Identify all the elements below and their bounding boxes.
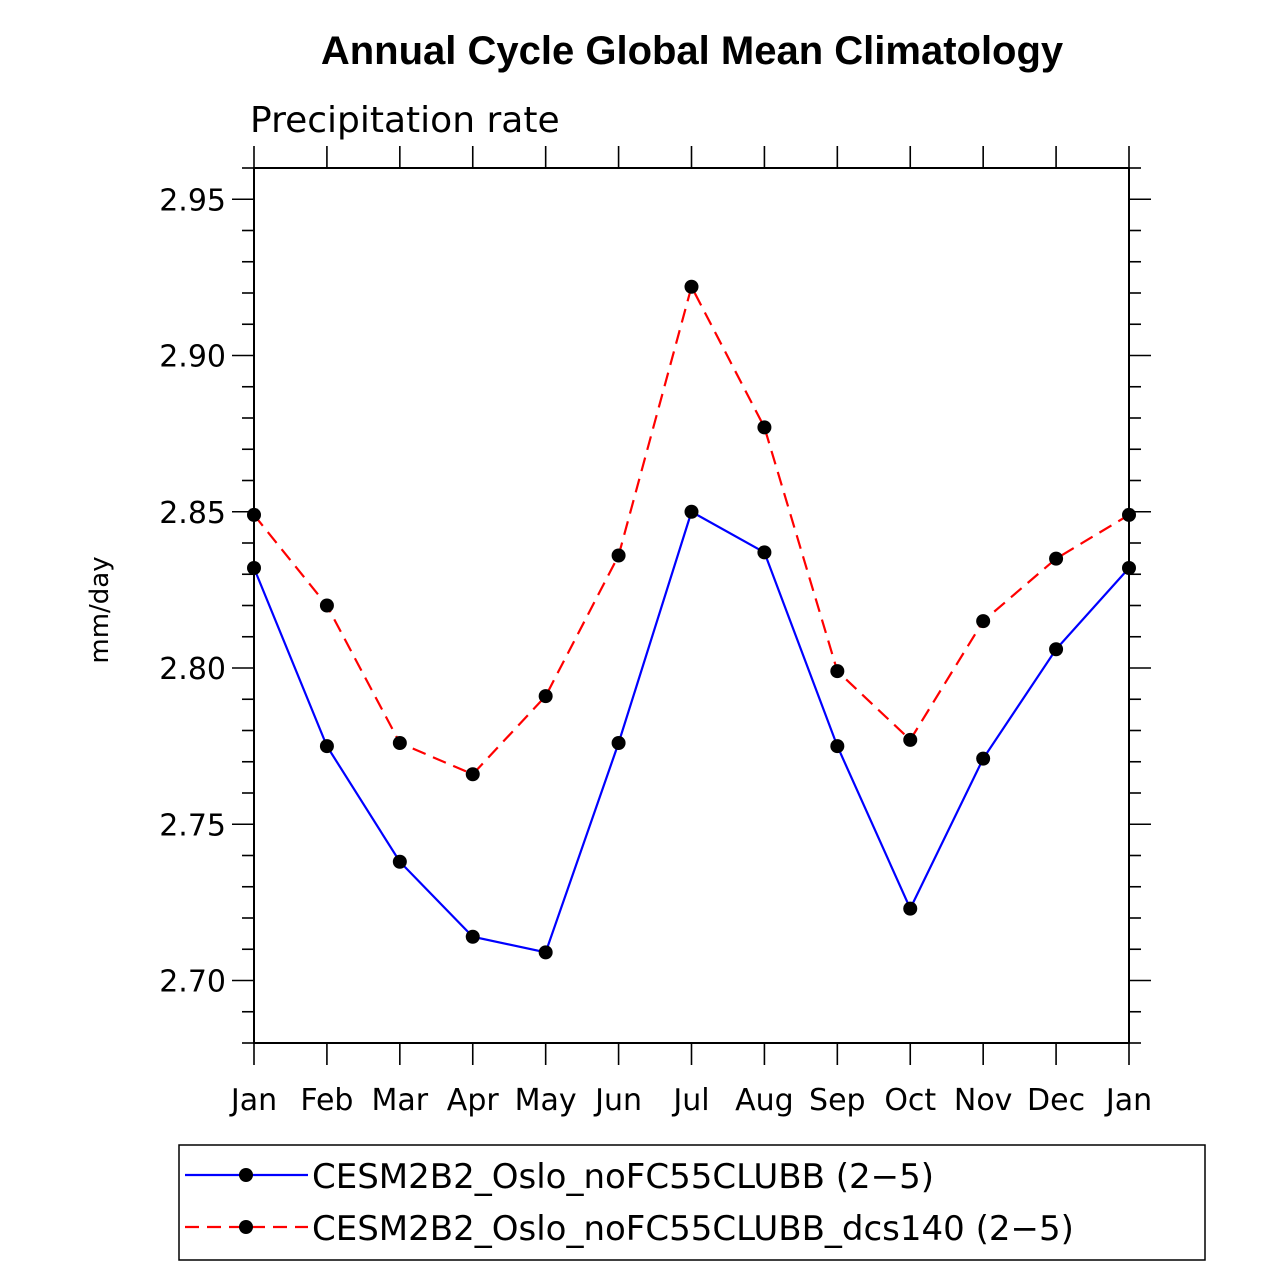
data-point-series-2	[830, 664, 845, 679]
series-line-2	[253, 283, 1130, 776]
data-point-series-2	[684, 279, 699, 294]
y-tick-label: 2.95	[159, 183, 226, 218]
plot-area	[247, 279, 1136, 960]
data-point-series-1	[903, 901, 918, 916]
y-tick-label: 2.85	[159, 496, 226, 531]
x-tick-label: Jan	[1104, 1083, 1152, 1118]
y-axis-label: mm/day	[85, 556, 115, 663]
legend-marker-series-2	[239, 1220, 253, 1234]
data-point-series-1	[830, 739, 845, 754]
plot-frame	[253, 167, 1130, 1044]
data-point-series-2	[538, 689, 553, 704]
data-point-series-1	[1122, 561, 1136, 575]
data-point-series-2	[611, 548, 626, 563]
data-point-series-1	[465, 929, 480, 944]
legend-label-series-1: CESM2B2_Oslo_noFC55CLUBB (2−5)	[312, 1157, 934, 1197]
legend-box	[178, 1144, 1206, 1261]
data-point-series-2	[392, 736, 407, 750]
x-tick-label: Aug	[735, 1083, 794, 1118]
x-tick-label: Dec	[1027, 1083, 1085, 1118]
data-point-series-2	[465, 767, 480, 782]
data-point-series-2	[903, 732, 918, 747]
axes: 2.70 2.75 2.80 2.85 2.90 2.95 Jan Feb Mar Apr May J…	[159, 146, 1152, 1118]
x-tick-label: Feb	[300, 1083, 353, 1118]
data-point-series-1	[538, 945, 553, 960]
y-tick-label: 2.90	[159, 340, 226, 375]
data-point-series-1	[319, 739, 334, 754]
legend-label-series-2: CESM2B2_Oslo_noFC55CLUBB_dcs140 (2−5)	[312, 1209, 1074, 1249]
x-tick-label: Sep	[809, 1083, 866, 1118]
data-point-series-1	[392, 854, 407, 869]
y-tick-label: 2.80	[159, 652, 226, 687]
data-point-series-2	[1049, 551, 1064, 566]
x-tick-label: Jun	[593, 1083, 642, 1118]
chart-subtitle: Precipitation rate	[250, 100, 560, 141]
data-point-series-1	[684, 504, 699, 519]
x-tick-label: Oct	[884, 1083, 936, 1118]
y-tick-label: 2.70	[159, 965, 226, 1000]
x-tick-label: Apr	[447, 1083, 500, 1118]
x-tick-label: Jul	[671, 1083, 709, 1118]
data-point-series-1	[1049, 642, 1064, 657]
data-point-series-1	[611, 736, 626, 750]
x-tick-label: Mar	[372, 1083, 429, 1118]
data-point-series-2	[1122, 507, 1136, 522]
data-point-series-2	[976, 614, 991, 629]
data-point-series-1	[247, 561, 261, 575]
data-point-series-1	[757, 545, 772, 560]
legend: CESM2B2_Oslo_noFC55CLUBB (2−5) CESM2B2_O…	[178, 1144, 1206, 1261]
data-point-series-1	[976, 751, 991, 766]
chart-title: Annual Cycle Global Mean Climatology	[321, 29, 1064, 73]
legend-marker-series-1	[239, 1168, 253, 1182]
data-point-series-2	[319, 598, 334, 613]
series-line-1	[252, 510, 1130, 954]
x-tick-label: Nov	[954, 1083, 1013, 1118]
data-point-series-2	[757, 420, 772, 435]
y-tick-label: 2.75	[159, 808, 226, 843]
x-tick-label: Jan	[229, 1083, 277, 1118]
x-tick-label: May	[515, 1083, 577, 1118]
data-point-series-2	[247, 507, 261, 522]
